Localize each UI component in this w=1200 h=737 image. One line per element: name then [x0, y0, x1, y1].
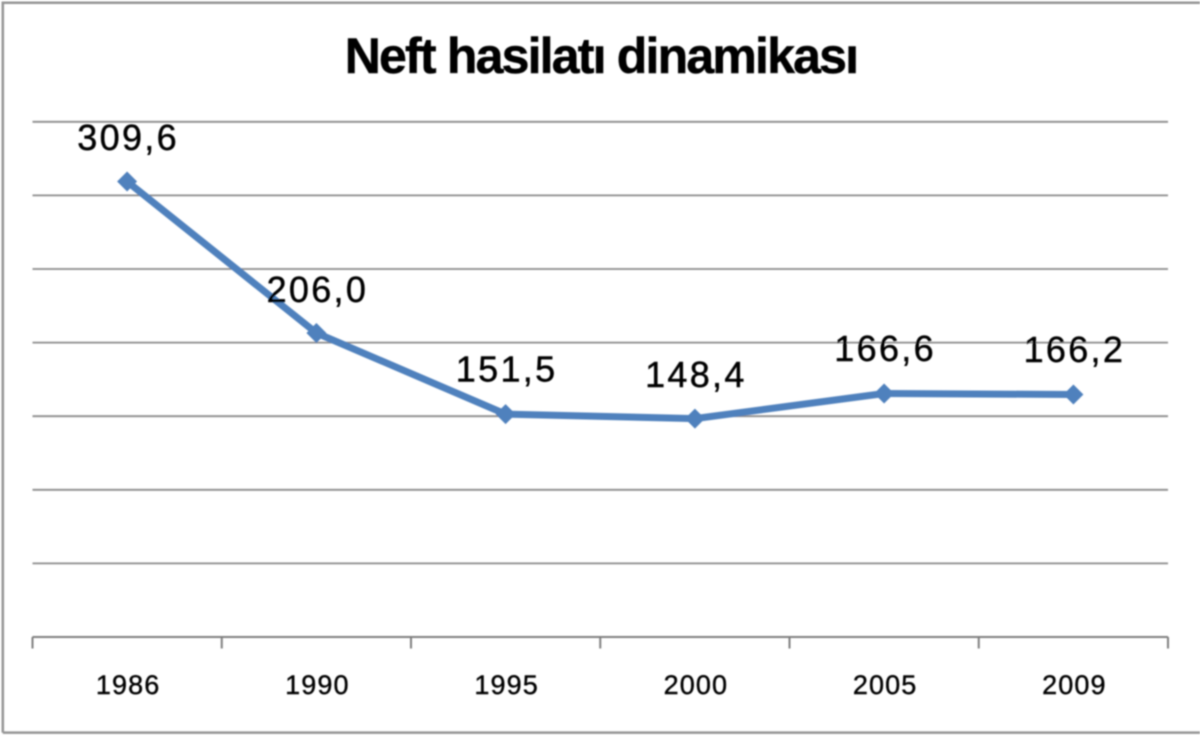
svg-text:206,0: 206,0: [267, 269, 369, 310]
svg-text:2000: 2000: [664, 670, 728, 700]
svg-text:1986: 1986: [96, 670, 160, 700]
svg-text:166,2: 166,2: [1024, 329, 1126, 370]
svg-text:151,5: 151,5: [456, 348, 558, 389]
svg-text:148,4: 148,4: [645, 354, 747, 395]
svg-text:166,6: 166,6: [834, 328, 936, 369]
svg-text:2005: 2005: [853, 670, 917, 700]
svg-text:1995: 1995: [474, 670, 538, 700]
svg-text:309,6: 309,6: [77, 117, 179, 158]
svg-text:Neft hasilatı dinamikası: Neft hasilatı dinamikası: [345, 28, 858, 84]
svg-text:1990: 1990: [285, 670, 349, 700]
svg-text:2009: 2009: [1042, 670, 1106, 700]
